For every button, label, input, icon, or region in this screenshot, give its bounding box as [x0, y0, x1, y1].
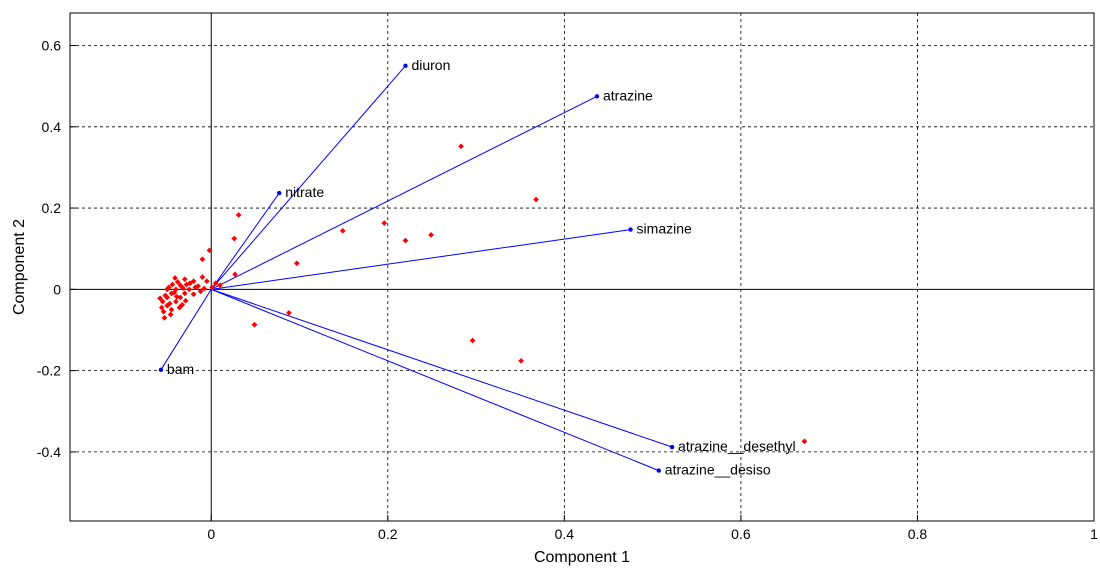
score-point-7 — [235, 212, 242, 218]
score-point-37 — [174, 279, 181, 285]
x-tick-label-2: 0.4 — [555, 526, 575, 542]
score-point-51 — [169, 281, 176, 288]
x-tick-label-0: 0 — [207, 526, 215, 542]
plot-frame — [69, 12, 1095, 522]
score-point-22 — [190, 278, 197, 285]
score-point-6 — [293, 260, 300, 267]
x-tick-label-3: 0.6 — [731, 526, 751, 542]
vector-label-simazine: simazine — [637, 221, 692, 237]
y-axis-label: Component 2 — [11, 219, 28, 315]
vector-label-diuron: diuron — [411, 57, 450, 73]
score-point-43 — [166, 300, 173, 307]
score-point-4 — [428, 231, 435, 238]
vector-line-simazine — [211, 229, 631, 290]
score-point-2 — [381, 220, 388, 227]
x-tick-label-1: 0.2 — [378, 526, 398, 542]
vector-line-atrazine__desiso — [211, 288, 659, 472]
vector-label-atrazine__desethyl: atrazine__desethyl — [678, 438, 796, 454]
y-tick-label-2: 0 — [53, 281, 61, 297]
score-point-29 — [159, 298, 166, 305]
score-point-20 — [217, 282, 224, 289]
score-point-19 — [212, 280, 219, 287]
score-point-58 — [172, 275, 179, 281]
score-point-13 — [251, 321, 258, 328]
y-tick-label-3: 0.2 — [42, 200, 62, 216]
vector-label-atrazine: atrazine — [603, 87, 653, 103]
score-point-21 — [209, 284, 216, 291]
vector-end-atrazine__desiso — [656, 468, 661, 473]
vector-end-simazine — [628, 227, 633, 232]
vector-line-atrazine — [211, 95, 598, 290]
score-point-14 — [469, 337, 476, 344]
x-tick-label-5: 1 — [1090, 526, 1098, 542]
score-point-56 — [160, 308, 167, 315]
score-point-41 — [158, 304, 165, 311]
vector-end-diuron — [403, 63, 408, 69]
vector-line-nitrate — [210, 192, 280, 290]
vector-label-bam: bam — [167, 361, 194, 377]
score-point-12 — [285, 309, 292, 316]
y-tick-label-4: 0.4 — [42, 119, 62, 135]
y-tick-label-5: 0.6 — [42, 38, 62, 54]
x-axis-label: Component 1 — [534, 549, 630, 566]
y-tick-label-1: -0.2 — [37, 363, 61, 379]
score-point-16 — [801, 438, 808, 445]
score-point-59 — [176, 304, 183, 311]
score-point-9 — [206, 247, 213, 254]
score-point-52 — [173, 293, 180, 300]
y-tick-label-0: -0.4 — [37, 444, 61, 460]
vector-end-atrazine — [594, 94, 600, 99]
axis-layer — [70, 13, 1094, 521]
score-point-11 — [232, 271, 239, 278]
score-point-32 — [172, 298, 179, 305]
score-point-53 — [182, 297, 189, 304]
score-point-17 — [199, 274, 206, 281]
score-points — [157, 143, 808, 445]
vector-end-bam — [158, 367, 164, 373]
vector-line-bam — [160, 289, 212, 371]
score-point-40 — [162, 292, 169, 299]
score-point-10 — [199, 256, 206, 263]
score-point-54 — [157, 295, 163, 302]
score-point-35 — [186, 286, 193, 293]
vector-end-atrazine__desethyl — [669, 444, 675, 450]
score-point-45 — [190, 291, 197, 298]
score-point-0 — [458, 143, 465, 150]
vector-label-nitrate: nitrate — [285, 184, 324, 200]
loading-vectors: diuron atrazine nitrate simazine bam atrazine… — [158, 57, 796, 478]
score-point-3 — [339, 227, 346, 234]
score-point-15 — [518, 357, 525, 364]
score-point-1 — [533, 196, 540, 203]
score-point-49 — [187, 280, 194, 287]
score-point-18 — [203, 278, 210, 285]
score-point-24 — [181, 276, 188, 283]
score-point-42 — [161, 314, 168, 321]
score-point-31 — [168, 306, 175, 313]
score-point-57 — [167, 311, 174, 318]
score-point-47 — [201, 285, 208, 292]
score-point-38 — [171, 289, 178, 296]
score-point-46 — [197, 288, 204, 295]
vector-label-atrazine__desiso: atrazine__desiso — [665, 462, 771, 478]
score-point-23 — [195, 283, 201, 290]
x-tick-label-4: 0.8 — [908, 526, 928, 542]
score-point-34 — [181, 290, 188, 297]
score-point-8 — [231, 235, 238, 242]
score-point-50 — [180, 285, 186, 292]
grid-layer — [70, 13, 1095, 521]
score-point-48 — [192, 284, 199, 291]
vector-line-atrazine__desethyl — [211, 288, 673, 448]
vector-end-nitrate — [277, 190, 282, 196]
score-point-55 — [164, 286, 171, 293]
vector-line-diuron — [210, 65, 406, 290]
score-point-5 — [402, 237, 409, 244]
